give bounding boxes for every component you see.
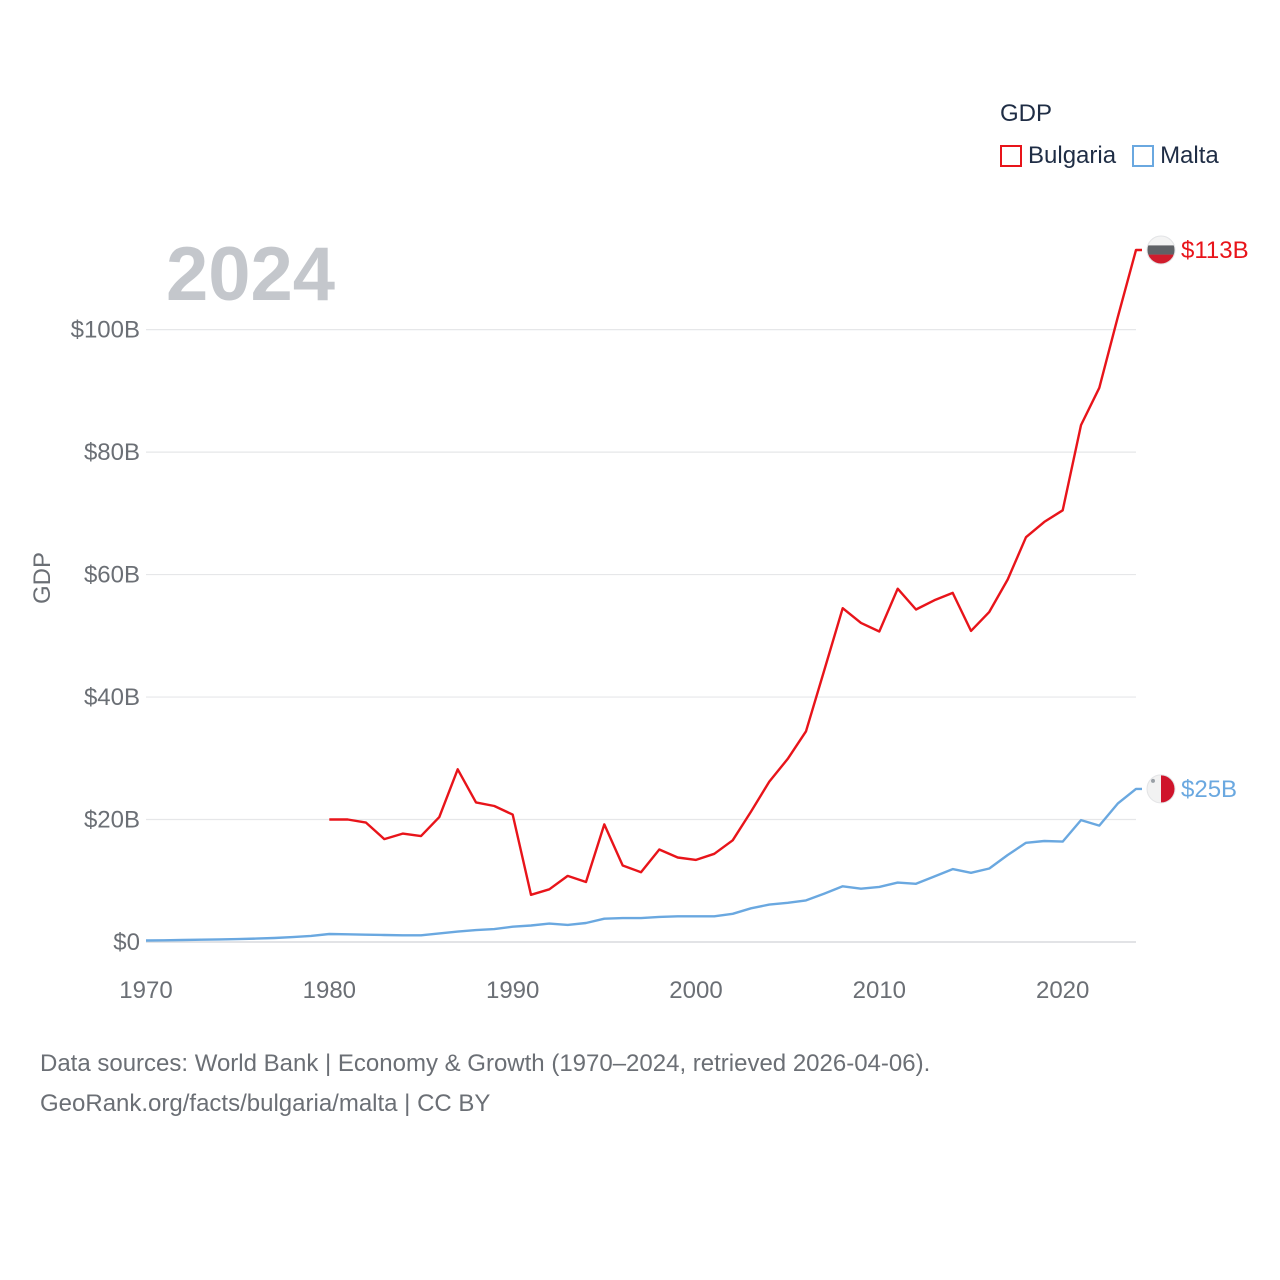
y-tick-label: $40B [84, 684, 140, 711]
legend-label-bulgaria: Bulgaria [1028, 142, 1117, 169]
malta-flag-icon [1146, 774, 1176, 804]
y-tick-label: $100B [71, 317, 140, 344]
x-tick-label: 1970 [119, 977, 172, 1004]
legend-swatch-bulgaria [1000, 145, 1022, 167]
x-tick-label: 1980 [303, 977, 356, 1004]
y-axis-ticks: $0 $20B $40B $60B $80B $100B [71, 317, 140, 956]
legend-swatch-malta [1132, 145, 1155, 167]
y-tick-label: $20B [84, 807, 140, 834]
series-line-malta[interactable] [145, 787, 1142, 942]
y-tick-label: $80B [84, 439, 140, 466]
source-line: Data sources: World Bank | Economy & Gro… [40, 1050, 931, 1077]
x-tick-label: 2020 [1036, 977, 1089, 1004]
x-axis-ticks: 1970 1980 1990 2000 2010 2020 [119, 977, 1089, 1004]
x-tick-label: 2010 [853, 977, 906, 1004]
y-axis-label: GDP [29, 552, 56, 604]
series-lines [145, 248, 1142, 942]
grid-lines [146, 329, 1136, 821]
source-note: Data sources: World Bank | Economy & Gro… [40, 1044, 930, 1124]
series-endpoints: $113B $25B [1146, 235, 1249, 804]
series-line-bulgaria[interactable] [329, 248, 1142, 896]
legend-label-malta: Malta [1160, 142, 1219, 169]
x-tick-label: 2000 [669, 977, 722, 1004]
end-label-bulgaria: $113B [1181, 237, 1249, 264]
end-label-malta: $25B [1181, 776, 1237, 803]
y-tick-label: $60B [84, 562, 140, 589]
year-watermark: 2024 [166, 232, 335, 317]
legend-title: GDP [1000, 100, 1053, 127]
legend-item-bulgaria[interactable]: Bulgaria [1000, 142, 1116, 170]
x-tick-label: 1990 [486, 977, 539, 1004]
y-tick-label: $0 [113, 929, 140, 956]
legend-item-malta[interactable]: Malta [1132, 142, 1219, 170]
legend: Bulgaria Malta [1000, 142, 1235, 170]
bulgaria-flag-icon [1146, 235, 1176, 265]
credit-line[interactable]: GeoRank.org/facts/bulgaria/malta | CC BY [40, 1090, 491, 1117]
